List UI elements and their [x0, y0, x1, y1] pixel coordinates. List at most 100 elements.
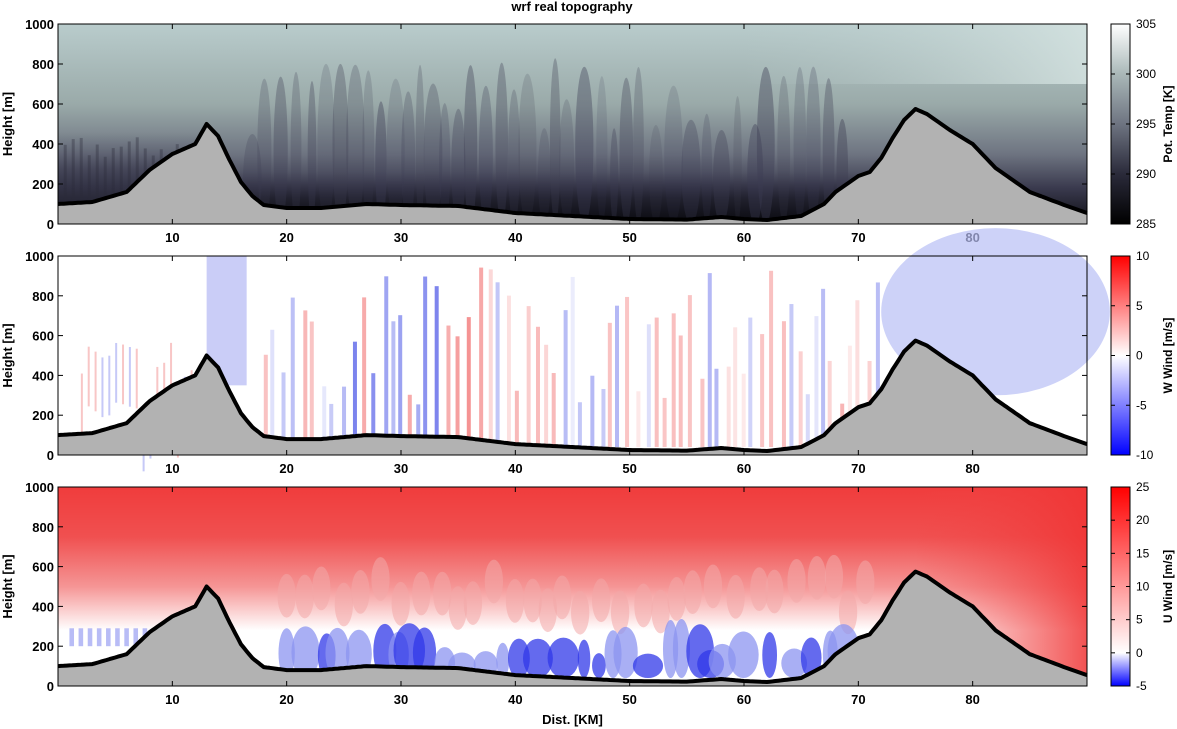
wave-streak	[127, 141, 131, 202]
vertical-wind-band	[479, 267, 484, 448]
y-tick-label: 400	[32, 137, 54, 152]
wave-lobe	[391, 581, 410, 626]
wave-streak	[401, 91, 416, 224]
reverse-flow-patch	[496, 642, 510, 679]
y-axis-ticks: 0 200 400 600 800 1000	[25, 480, 1087, 694]
wave-streak	[777, 75, 791, 225]
wave-streak	[71, 139, 75, 200]
vertical-wind-band	[488, 269, 493, 448]
vertical-wind-band	[101, 357, 104, 418]
x-tick-label: 70	[851, 692, 865, 707]
colorbar-tick-label: 295	[1136, 117, 1156, 131]
vertical-wind-band	[495, 282, 500, 448]
wave-lobe	[683, 570, 702, 615]
x-tick-label: 40	[508, 230, 522, 245]
wave-streak	[290, 71, 302, 225]
terrain-fill	[58, 340, 1087, 455]
reverse-flow-patch	[781, 648, 808, 679]
vertical-wind-band	[407, 394, 412, 448]
vertical-wind-band	[122, 344, 125, 405]
x-tick-label: 10	[165, 230, 179, 245]
wave-streak	[257, 78, 272, 224]
wave-lobe	[334, 582, 353, 627]
wave-lobe	[838, 590, 858, 635]
vertical-wind-band	[726, 366, 731, 448]
y-axis-label: Height [m]	[0, 323, 15, 387]
y-axis-ticks: 0 200 400 600 800 1000	[25, 249, 1087, 463]
wave-streak	[307, 80, 317, 225]
wave-lobe	[523, 578, 542, 623]
colorbar-ticks: -10 -5 0 5 10	[1111, 249, 1154, 462]
y-axis-label: Height [m]	[0, 92, 15, 156]
wave-lobe	[484, 559, 504, 604]
vertical-wind-band	[827, 360, 832, 448]
colorbar-ticks: 285 290 295 300 305	[1111, 17, 1156, 231]
wave-streak	[649, 125, 663, 224]
vertical-wind-band	[607, 322, 612, 448]
colorbar-tick-label: 15	[1136, 546, 1150, 560]
wave-lobe	[277, 573, 296, 618]
vertical-wind-band	[625, 296, 630, 448]
reverse-flow-patch	[577, 639, 591, 679]
wave-lobe	[295, 574, 314, 619]
wave-lobe	[610, 590, 630, 635]
wave-streak	[332, 63, 349, 225]
x-tick-label: 10	[165, 692, 179, 707]
vertical-wind-band	[128, 346, 131, 407]
reverse-flow-patch	[278, 628, 295, 679]
x-axis-ticks: 10 20 30 40 50 60 70 80	[165, 256, 980, 476]
y-tick-label: 600	[32, 97, 54, 112]
colorbar-label: Pot. Temp [K]	[1161, 85, 1175, 162]
wave-streak	[756, 66, 775, 224]
vertical-wind-band	[94, 351, 97, 412]
wave-streak	[518, 73, 537, 224]
wave-streak	[95, 144, 99, 205]
vertical-wind-band	[398, 315, 403, 448]
wave-streak	[317, 63, 335, 224]
reverse-flow-patch	[728, 631, 759, 679]
vertical-wind-band	[303, 310, 308, 448]
colorbar-tick-label: 0	[1136, 646, 1143, 660]
figure-title: wrf real topography	[510, 0, 633, 14]
wave-streak	[111, 148, 115, 209]
vertical-wind-band	[821, 288, 826, 448]
terrain-profile	[57, 107, 1088, 224]
wave-streak	[362, 70, 375, 224]
colorbar-tick-label: -5	[1136, 679, 1147, 693]
wave-lobe	[703, 564, 723, 609]
colorbar-tick-label: 5	[1136, 613, 1143, 627]
reverse-flow-patch	[106, 628, 111, 647]
wave-streak	[478, 85, 493, 224]
vertical-wind-band	[135, 348, 138, 409]
vertical-wind-band	[814, 316, 819, 448]
vertical-wind-band	[544, 344, 549, 448]
y-tick-label: 800	[32, 520, 54, 535]
vertical-wind-band	[371, 373, 376, 448]
vertical-wind-band	[466, 317, 471, 448]
wave-lobe	[412, 571, 431, 616]
wave-lobe	[433, 571, 452, 616]
x-tick-label: 70	[851, 230, 865, 245]
vertical-wind-band	[115, 342, 118, 403]
x-tick-label: 10	[165, 461, 179, 476]
vertical-wind-band	[506, 295, 511, 448]
vertical-wind-band	[855, 300, 860, 448]
x-tick-label: 20	[279, 230, 293, 245]
vertical-wind-band	[769, 270, 774, 448]
x-axis-label: Dist. [KM]	[542, 712, 603, 727]
wave-streak	[386, 78, 405, 224]
colorbar-tick-label: 290	[1136, 167, 1156, 181]
y-axis-ticks: 0 200 400 600 800 1000	[25, 17, 1087, 232]
vertical-wind-band	[329, 403, 334, 448]
vertical-wind-band	[108, 355, 111, 416]
vertical-wind-band	[535, 326, 540, 448]
wave-streak	[273, 76, 288, 224]
wave-streak	[87, 155, 91, 216]
vertical-wind-band	[551, 373, 556, 448]
wave-streak	[375, 101, 387, 224]
vertical-wind-band	[760, 334, 765, 448]
wave-streak	[793, 66, 807, 225]
vertical-wind-band	[563, 310, 568, 448]
